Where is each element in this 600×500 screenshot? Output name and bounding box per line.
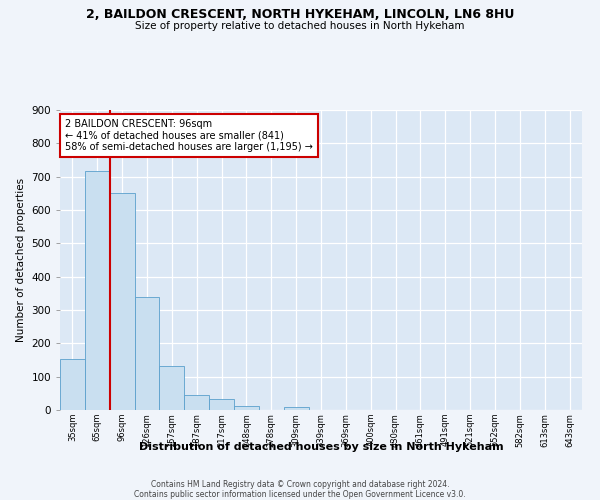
Text: Size of property relative to detached houses in North Hykeham: Size of property relative to detached ho… [135,21,465,31]
Bar [234,406,259,410]
Bar [209,400,234,410]
Y-axis label: Number of detached properties: Number of detached properties [16,178,26,342]
Bar [134,296,160,410]
Bar [60,360,85,410]
Bar [110,194,134,410]
Text: Contains public sector information licensed under the Open Government Licence v3: Contains public sector information licen… [134,490,466,499]
Text: Distribution of detached houses by size in North Hykeham: Distribution of detached houses by size … [139,442,503,452]
Text: Contains HM Land Registry data © Crown copyright and database right 2024.: Contains HM Land Registry data © Crown c… [151,480,449,489]
Text: 2 BAILDON CRESCENT: 96sqm
← 41% of detached houses are smaller (841)
58% of semi: 2 BAILDON CRESCENT: 96sqm ← 41% of detac… [65,119,313,152]
Text: 2, BAILDON CRESCENT, NORTH HYKEHAM, LINCOLN, LN6 8HU: 2, BAILDON CRESCENT, NORTH HYKEHAM, LINC… [86,8,514,20]
Bar [160,366,184,410]
Bar [85,170,110,410]
Bar [184,396,209,410]
Bar [284,406,308,410]
